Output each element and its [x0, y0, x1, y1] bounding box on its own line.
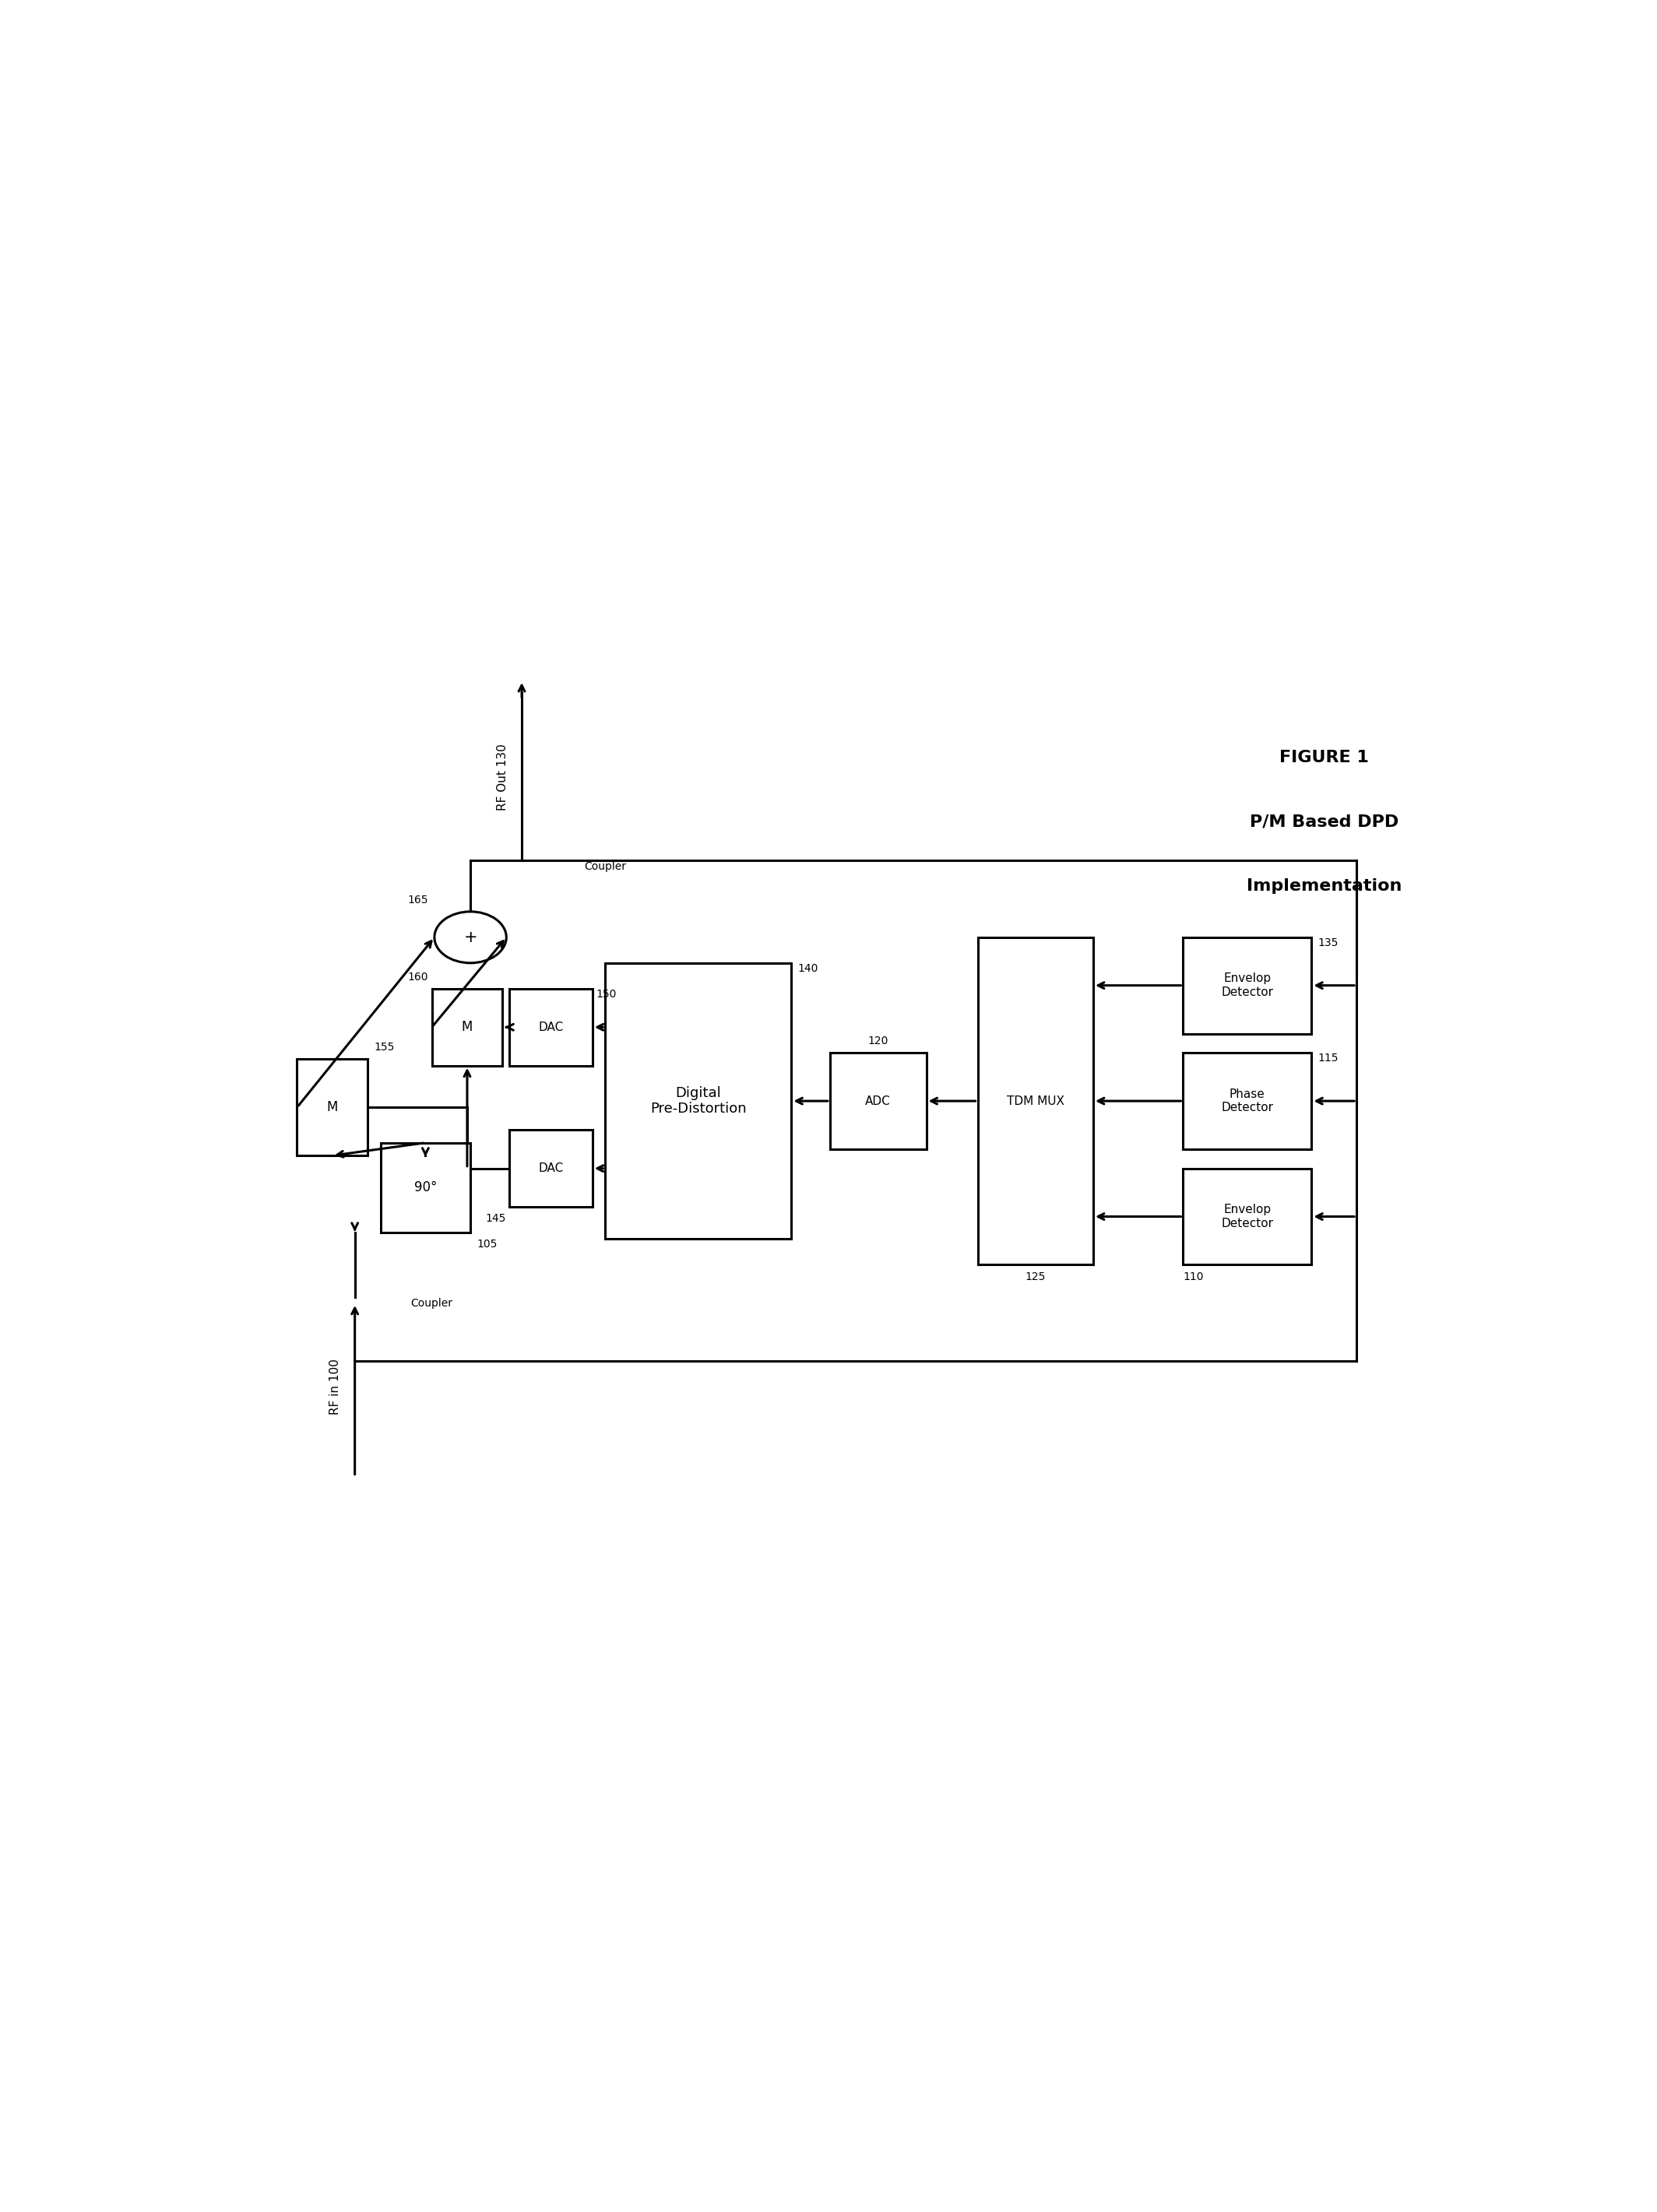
- Text: DAC: DAC: [539, 1022, 563, 1033]
- Text: Implementation: Implementation: [1246, 878, 1402, 894]
- Text: RF in 100: RF in 100: [330, 1358, 341, 1416]
- Text: 135: 135: [1317, 938, 1339, 949]
- Text: Envelop
Detector: Envelop Detector: [1221, 1203, 1273, 1230]
- Text: 115: 115: [1317, 1053, 1339, 1064]
- Bar: [381, 1144, 471, 1232]
- Text: 160: 160: [408, 971, 428, 982]
- Bar: [509, 989, 593, 1066]
- Text: +: +: [464, 929, 477, 945]
- Text: P/M Based DPD: P/M Based DPD: [1249, 814, 1399, 830]
- Bar: [978, 938, 1094, 1265]
- Text: Coupler: Coupler: [585, 860, 626, 872]
- Ellipse shape: [434, 911, 507, 962]
- Bar: [605, 962, 792, 1239]
- Bar: [432, 989, 502, 1066]
- Text: 90°: 90°: [414, 1181, 437, 1194]
- Text: 145: 145: [486, 1214, 507, 1223]
- Bar: [1183, 1168, 1311, 1265]
- Text: 110: 110: [1183, 1272, 1203, 1283]
- Text: 140: 140: [799, 962, 819, 973]
- Text: TDM MUX: TDM MUX: [1006, 1095, 1064, 1106]
- Bar: [830, 1053, 926, 1150]
- Text: Phase
Detector: Phase Detector: [1221, 1088, 1273, 1113]
- Text: Coupler: Coupler: [411, 1298, 452, 1310]
- Text: M: M: [462, 1020, 472, 1035]
- Text: Digital
Pre-Distortion: Digital Pre-Distortion: [650, 1086, 746, 1117]
- Text: DAC: DAC: [539, 1164, 563, 1175]
- Text: 105: 105: [477, 1239, 497, 1250]
- Text: FIGURE 1: FIGURE 1: [1279, 750, 1369, 765]
- Text: M: M: [326, 1099, 338, 1115]
- Bar: [297, 1060, 368, 1155]
- Text: 155: 155: [374, 1042, 394, 1053]
- Bar: [509, 1130, 593, 1208]
- Text: Envelop
Detector: Envelop Detector: [1221, 973, 1273, 998]
- Text: 120: 120: [868, 1035, 888, 1046]
- Text: 165: 165: [408, 894, 428, 905]
- Text: RF Out 130: RF Out 130: [497, 743, 509, 810]
- Bar: [1183, 1053, 1311, 1150]
- Text: ADC: ADC: [865, 1095, 891, 1106]
- Text: 125: 125: [1026, 1272, 1046, 1283]
- Bar: [1183, 938, 1311, 1033]
- Text: 150: 150: [597, 989, 616, 1000]
